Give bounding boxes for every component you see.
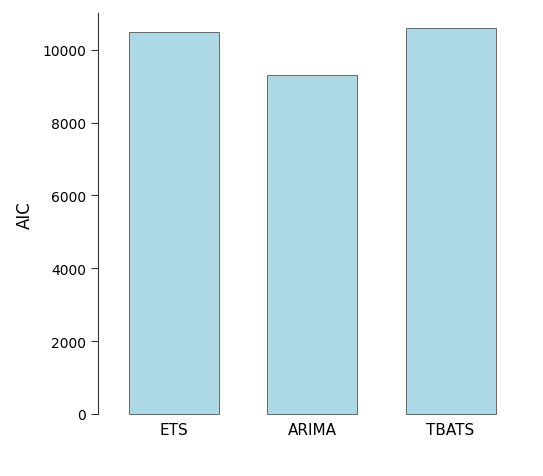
Bar (129, 32, 219, 414)
Bar (267, 76, 357, 414)
Y-axis label: AIC: AIC (16, 200, 34, 228)
Bar (406, 29, 496, 414)
